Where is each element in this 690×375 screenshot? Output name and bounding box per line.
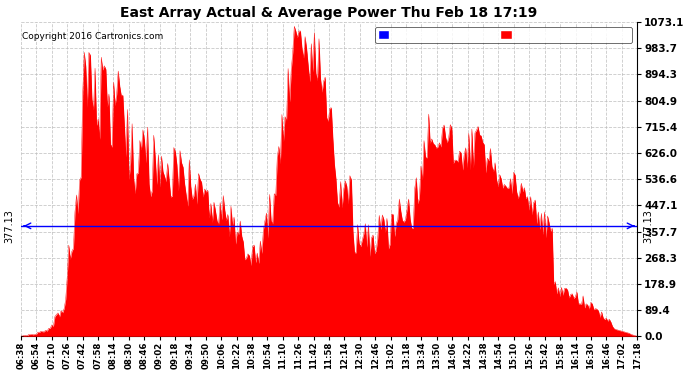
Legend: Average  (DC Watts), East Array  (DC Watts): Average (DC Watts), East Array (DC Watts… [375,27,632,43]
Text: 377.13: 377.13 [643,209,653,243]
Text: 377.13: 377.13 [5,209,14,243]
Title: East Array Actual & Average Power Thu Feb 18 17:19: East Array Actual & Average Power Thu Fe… [120,6,538,20]
Text: Copyright 2016 Cartronics.com: Copyright 2016 Cartronics.com [22,32,164,40]
